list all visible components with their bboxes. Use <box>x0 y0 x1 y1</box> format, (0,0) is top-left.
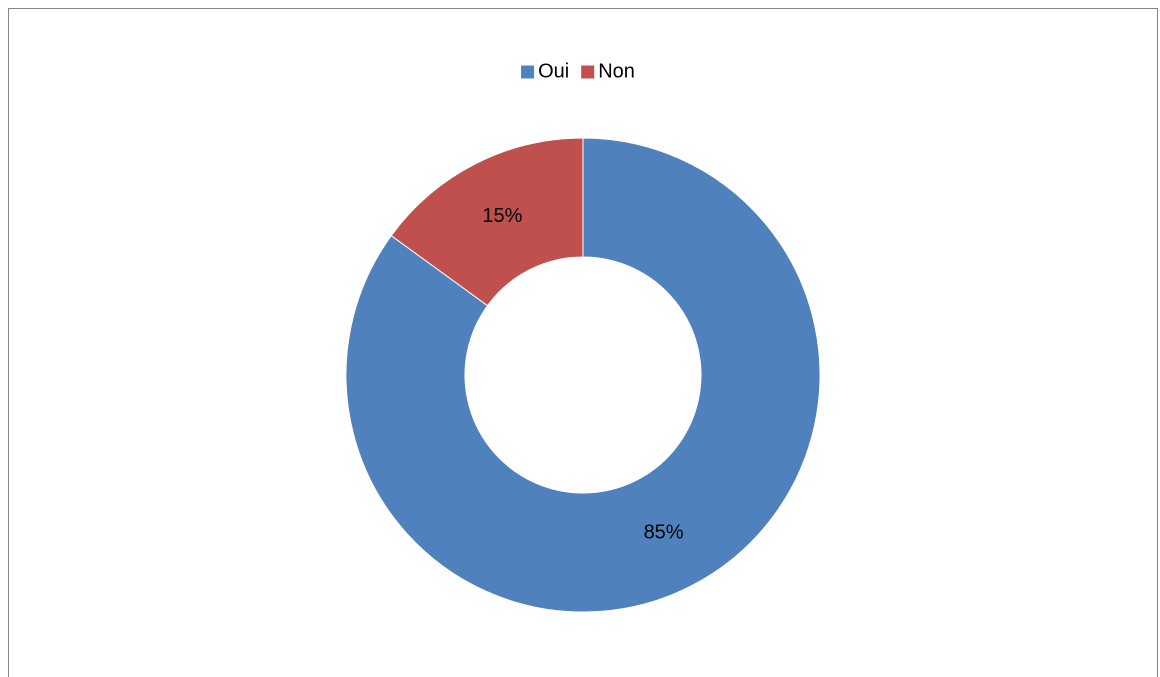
legend-swatch <box>521 65 535 79</box>
legend-label: Oui <box>538 60 569 82</box>
legend-label: Non <box>598 60 635 82</box>
donut-slice <box>345 137 821 613</box>
legend-swatch <box>581 65 595 79</box>
data-label: 15% <box>482 205 522 227</box>
data-label: 85% <box>644 521 684 543</box>
donut-slice <box>390 137 584 307</box>
chart-frame <box>8 8 1158 677</box>
legend: Oui Non <box>521 60 635 82</box>
